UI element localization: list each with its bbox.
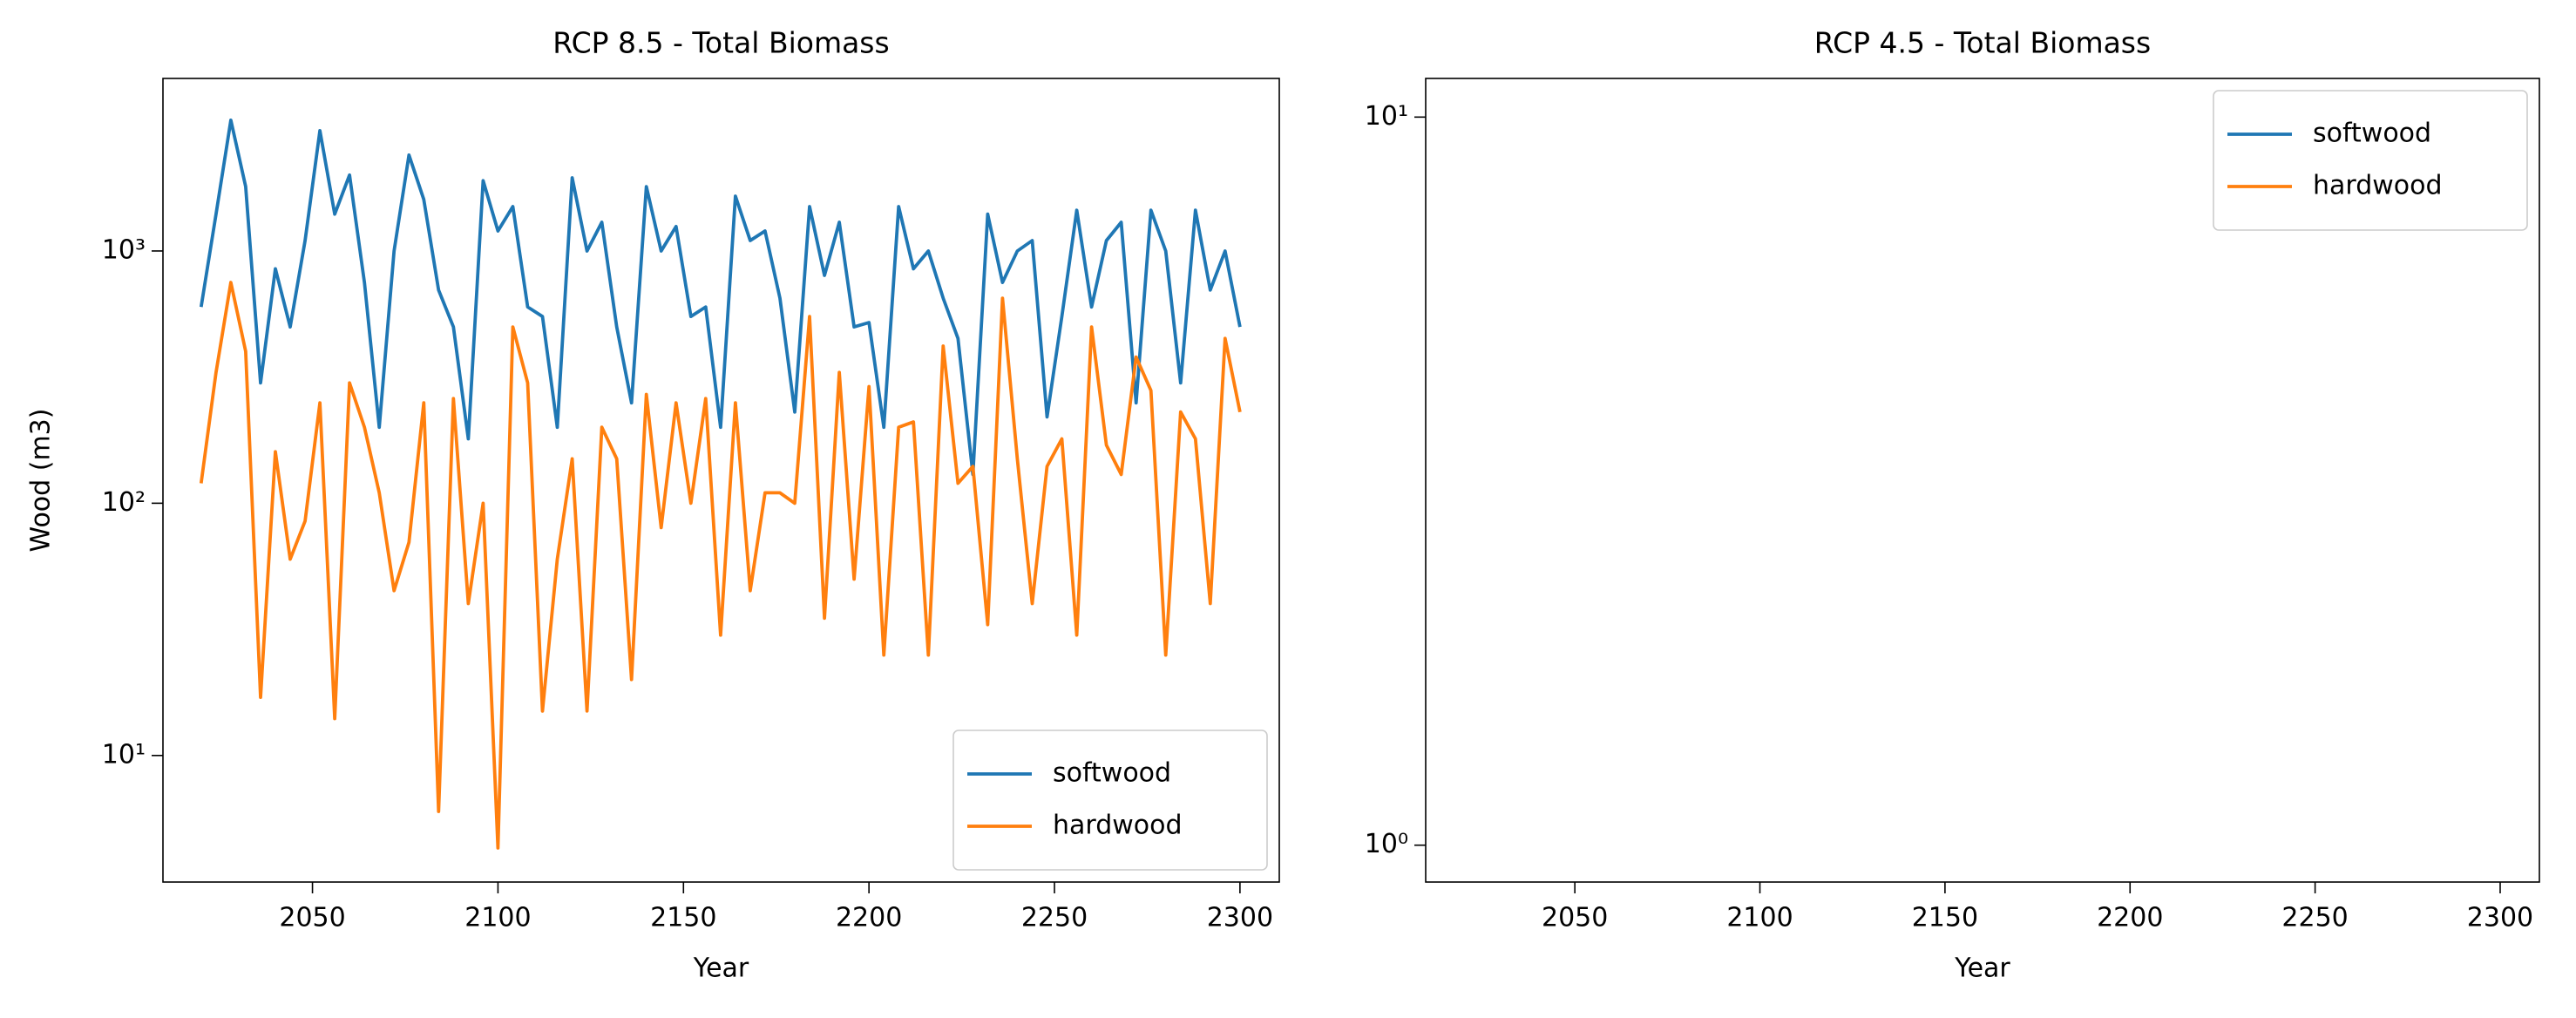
y-tick-label: 10³	[102, 234, 146, 265]
y-tick-label: 10²	[102, 487, 146, 518]
x-tick-label: 2300	[1207, 903, 1273, 933]
y-tick-label: 10⁰	[1365, 829, 1408, 859]
line	[199, 281, 1242, 850]
x-axis-label: Year	[1954, 954, 2010, 984]
x-tick-label: 2050	[1542, 903, 1608, 933]
y-tick-label: 10¹	[102, 739, 146, 770]
x-tick-label: 2150	[650, 903, 716, 933]
legend-label: hardwood	[1053, 811, 1183, 841]
legend-label: hardwood	[2313, 171, 2443, 201]
legend-box	[952, 730, 1268, 871]
x-tick-label: 2200	[836, 903, 902, 933]
plot-frame	[162, 78, 1280, 883]
plot-frame	[1425, 78, 2540, 883]
x-tick-label: 2150	[1912, 903, 1978, 933]
chart-title: RCP 8.5 - Total Biomass	[552, 26, 889, 60]
y-tick-label: 10¹	[1365, 101, 1408, 132]
x-tick-label: 2250	[2281, 903, 2348, 933]
line	[199, 119, 1242, 477]
x-tick-label: 2300	[2467, 903, 2533, 933]
x-axis-label: Year	[693, 954, 749, 984]
legend-box	[2213, 90, 2528, 231]
x-tick-label: 2250	[1021, 903, 1088, 933]
legend-label: softwood	[2313, 119, 2431, 149]
x-tick-label: 2200	[2097, 903, 2163, 933]
chart-title: RCP 4.5 - Total Biomass	[1814, 26, 2151, 60]
x-tick-label: 2100	[464, 903, 531, 933]
y-axis-label: Wood (m3)	[26, 409, 57, 553]
x-tick-label: 2050	[279, 903, 345, 933]
legend-label: softwood	[1053, 758, 1171, 789]
x-tick-label: 2100	[1726, 903, 1793, 933]
